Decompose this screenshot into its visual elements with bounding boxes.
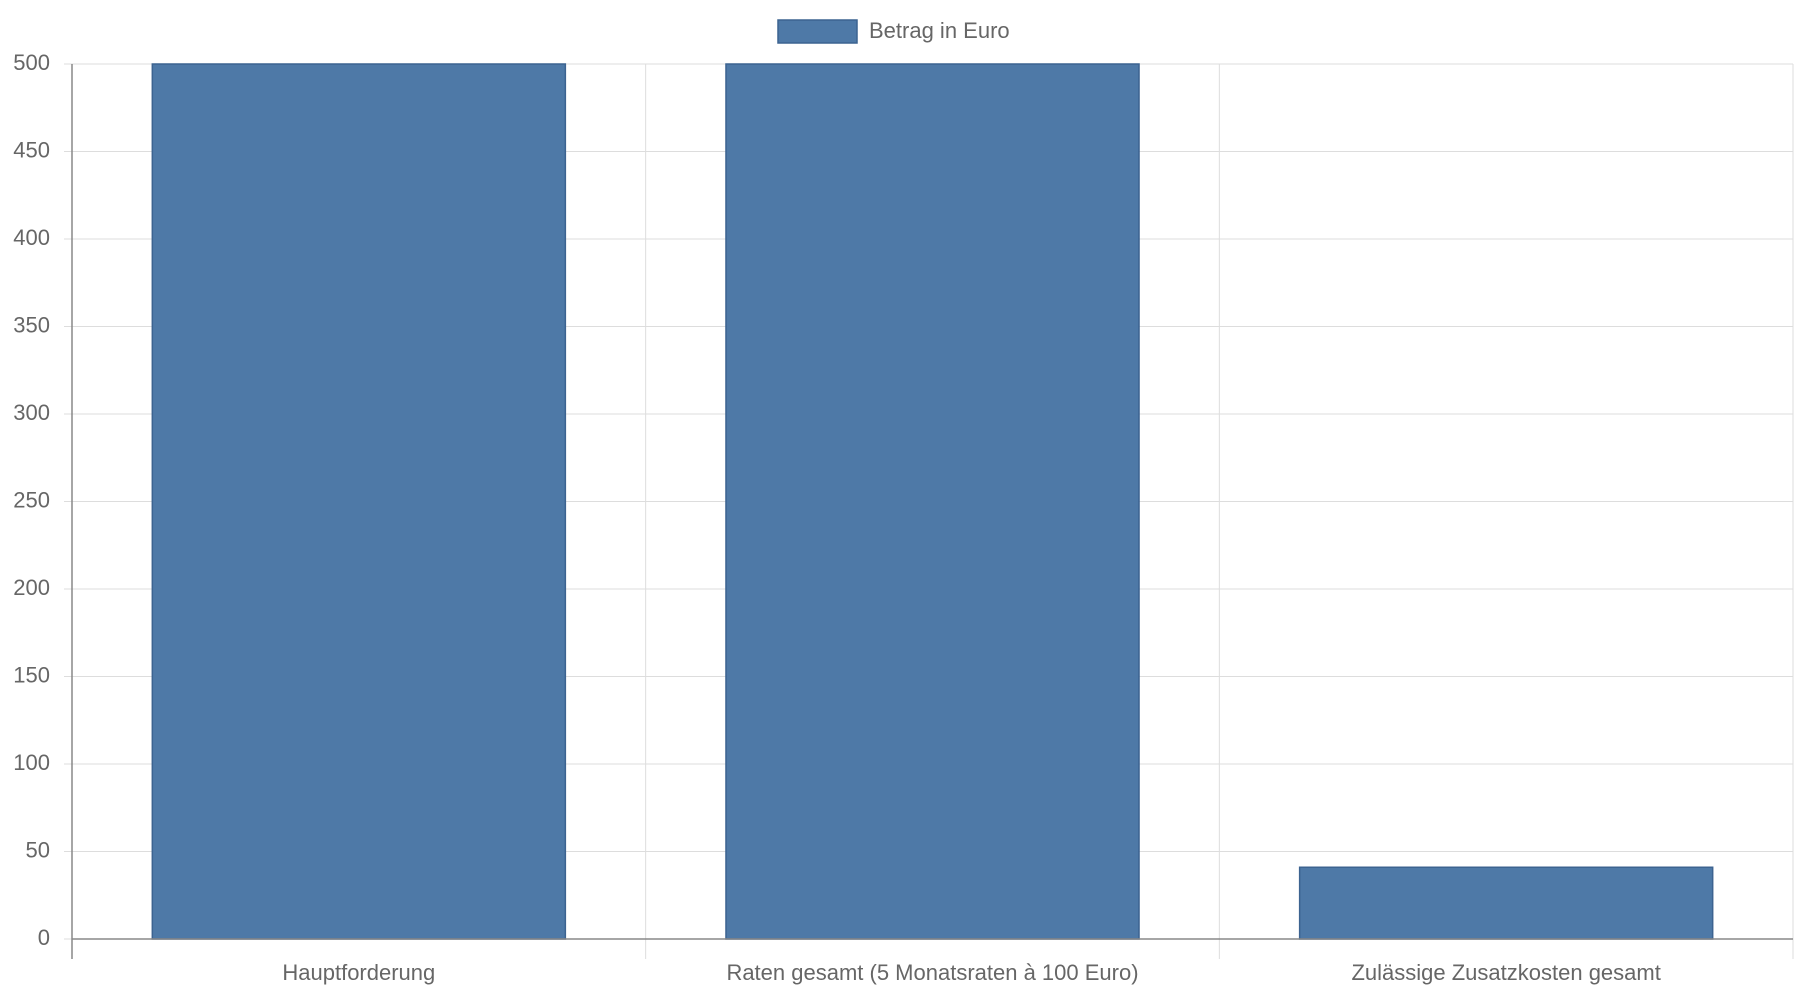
y-tick-label: 250	[13, 487, 50, 512]
y-tick-label: 100	[13, 750, 50, 775]
bar	[1298, 866, 1714, 940]
y-tick-label: 50	[26, 837, 50, 862]
y-tick-label: 450	[13, 137, 50, 162]
x-tick-label: Zulässige Zusatzkosten gesamt	[1351, 960, 1660, 985]
x-tick-label: Hauptforderung	[282, 960, 435, 985]
x-tick-label: Raten gesamt (5 Monatsraten à 100 Euro)	[726, 960, 1138, 985]
y-tick-label: 0	[38, 925, 50, 950]
y-tick-label: 350	[13, 312, 50, 337]
y-tick-label: 150	[13, 662, 50, 687]
y-tick-label: 200	[13, 575, 50, 600]
legend-swatch	[777, 19, 858, 44]
y-tick-label: 400	[13, 225, 50, 250]
y-tick-label: 300	[13, 400, 50, 425]
bar	[725, 63, 1140, 940]
bar	[151, 63, 567, 940]
legend-label: Betrag in Euro	[869, 18, 1010, 43]
y-tick-label: 500	[13, 50, 50, 75]
